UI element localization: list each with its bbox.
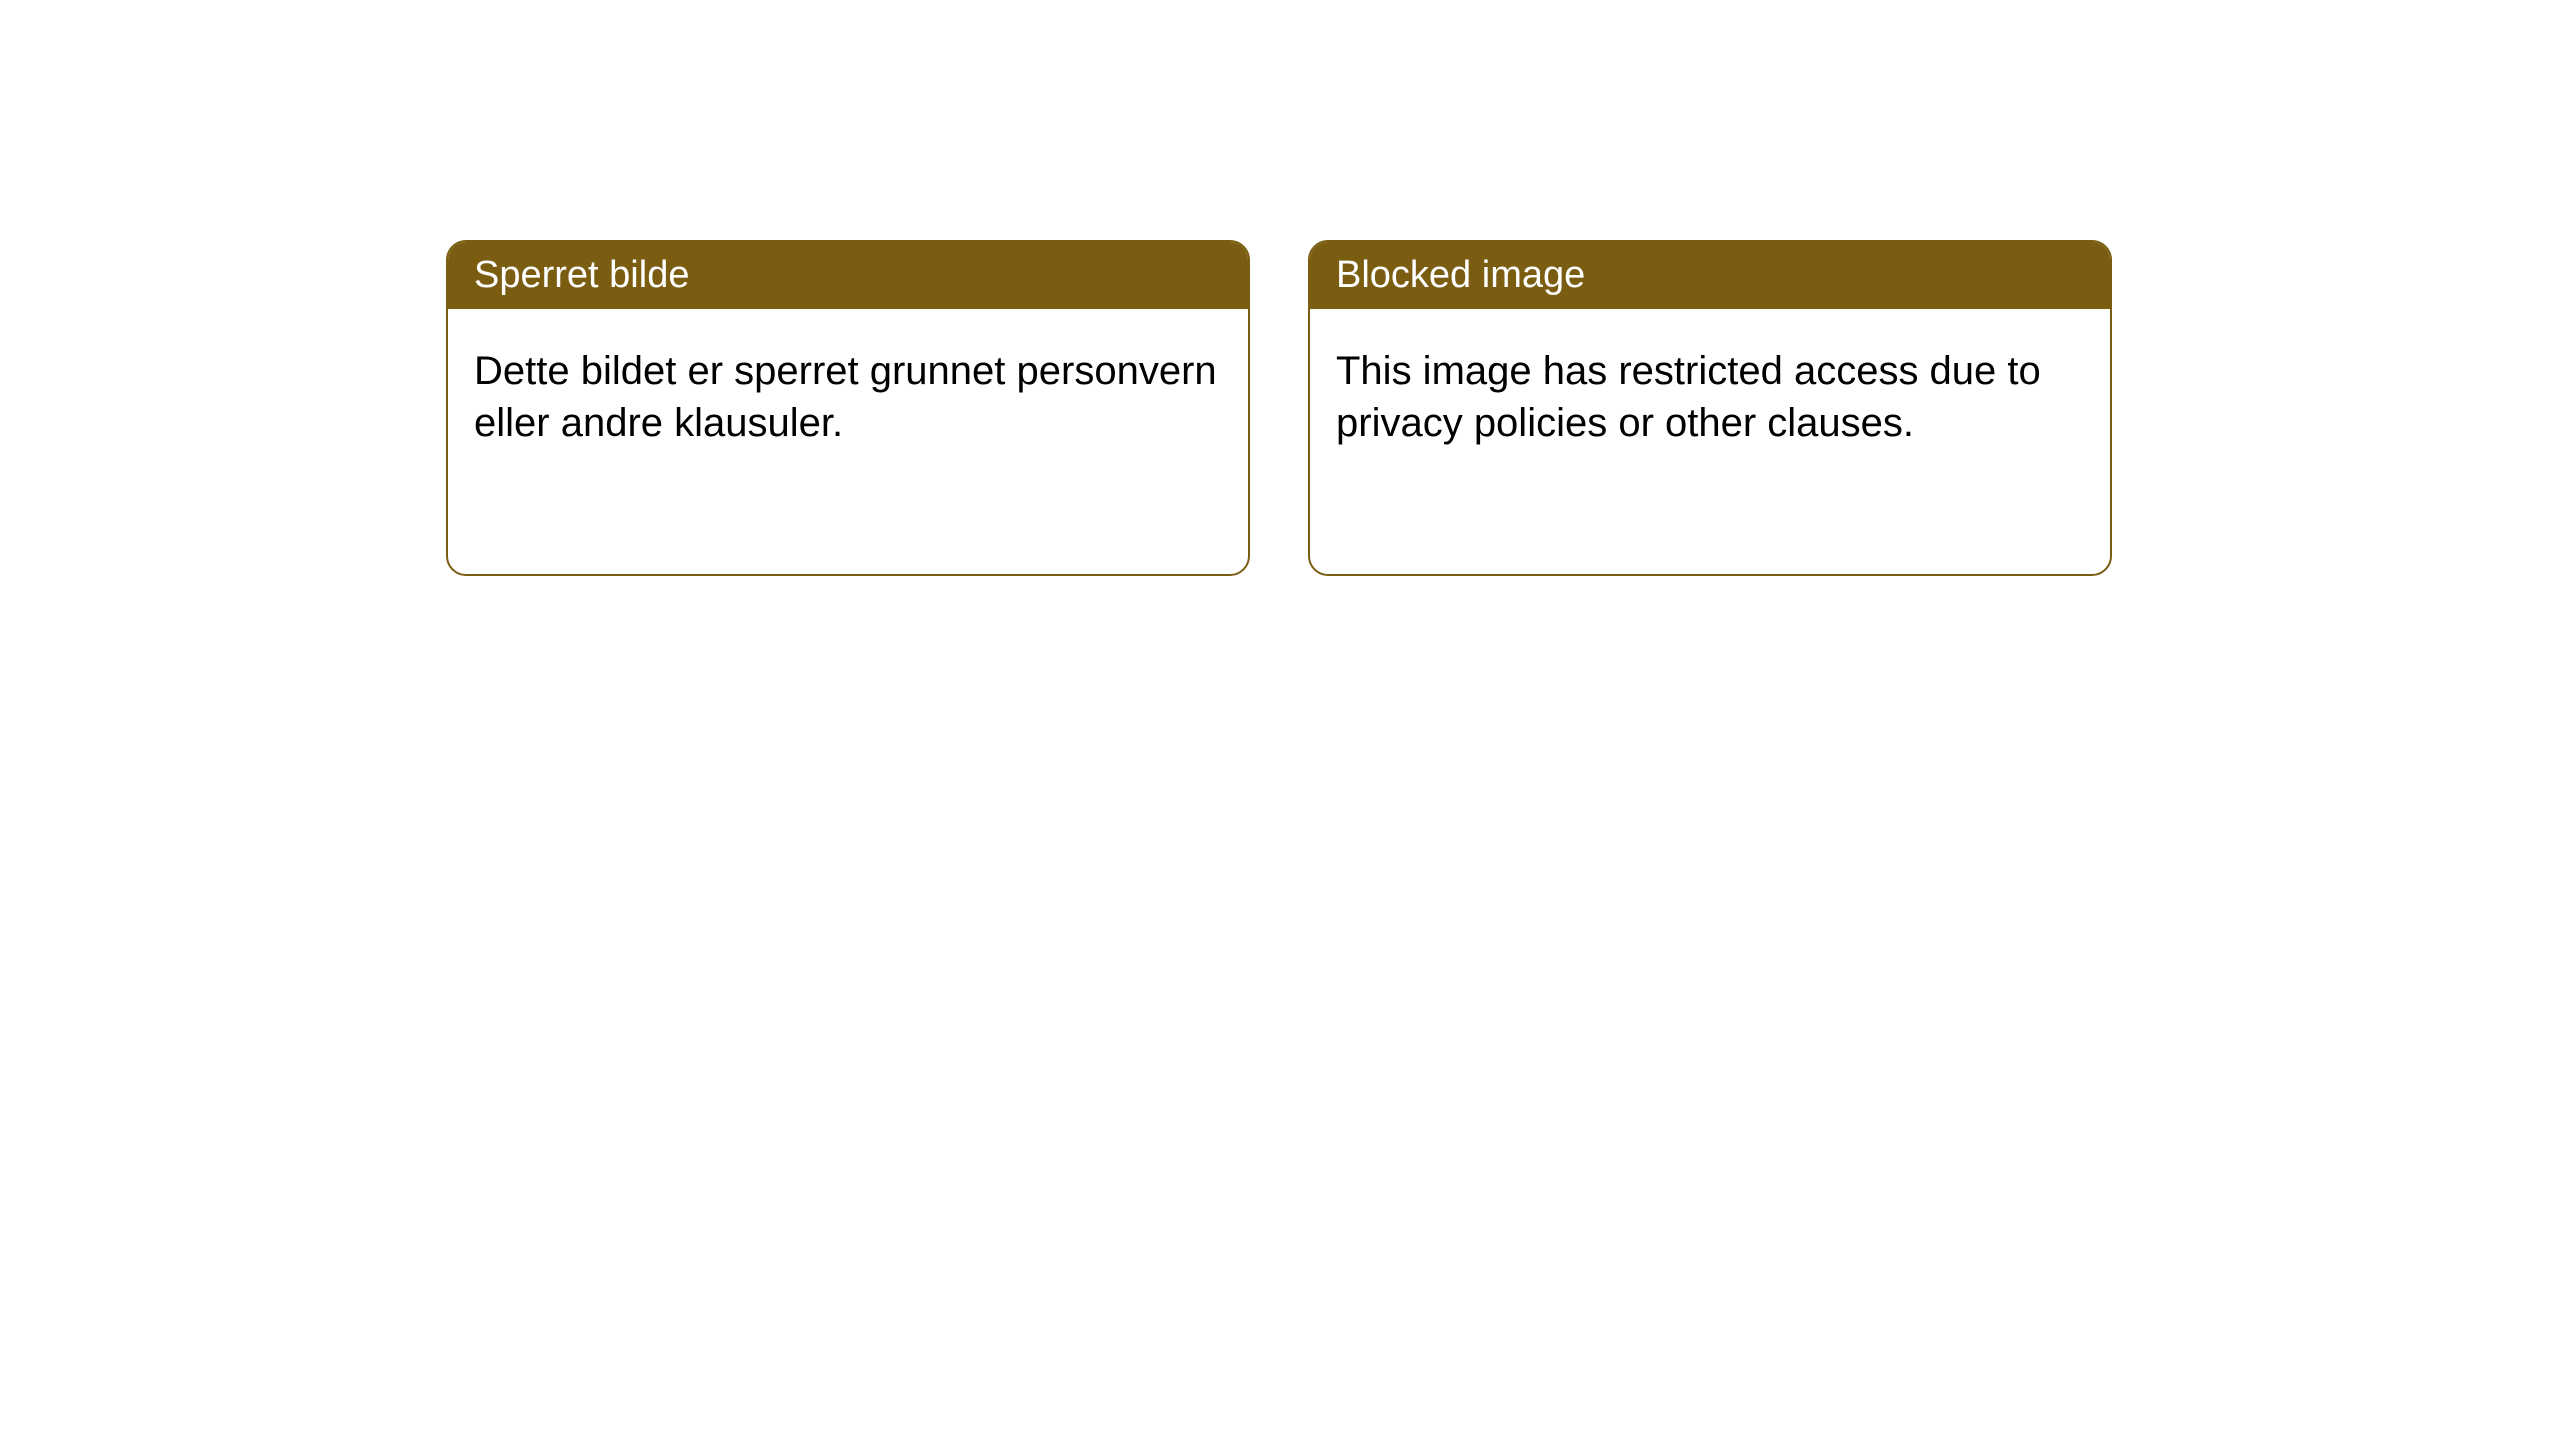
card-title-en: Blocked image xyxy=(1336,254,1585,296)
card-body-en: This image has restricted access due to … xyxy=(1310,309,2110,485)
blocked-image-card-en: Blocked image This image has restricted … xyxy=(1308,240,2112,576)
blocked-image-card-no: Sperret bilde Dette bildet er sperret gr… xyxy=(446,240,1250,576)
card-message-no: Dette bildet er sperret grunnet personve… xyxy=(474,349,1217,445)
card-header-en: Blocked image xyxy=(1310,242,2110,309)
cards-container: Sperret bilde Dette bildet er sperret gr… xyxy=(0,0,2560,576)
card-body-no: Dette bildet er sperret grunnet personve… xyxy=(448,309,1248,485)
card-message-en: This image has restricted access due to … xyxy=(1336,349,2041,445)
card-title-no: Sperret bilde xyxy=(474,254,689,296)
card-header-no: Sperret bilde xyxy=(448,242,1248,309)
